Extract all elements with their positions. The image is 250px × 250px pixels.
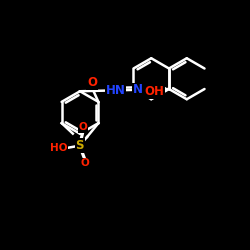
Text: HN: HN [106,84,126,97]
Text: S: S [76,139,84,152]
Text: HO: HO [50,143,68,153]
Text: O: O [80,158,89,168]
Text: OH: OH [144,85,164,98]
Text: N: N [133,83,143,96]
Text: O: O [79,122,88,132]
Text: O: O [87,76,97,89]
